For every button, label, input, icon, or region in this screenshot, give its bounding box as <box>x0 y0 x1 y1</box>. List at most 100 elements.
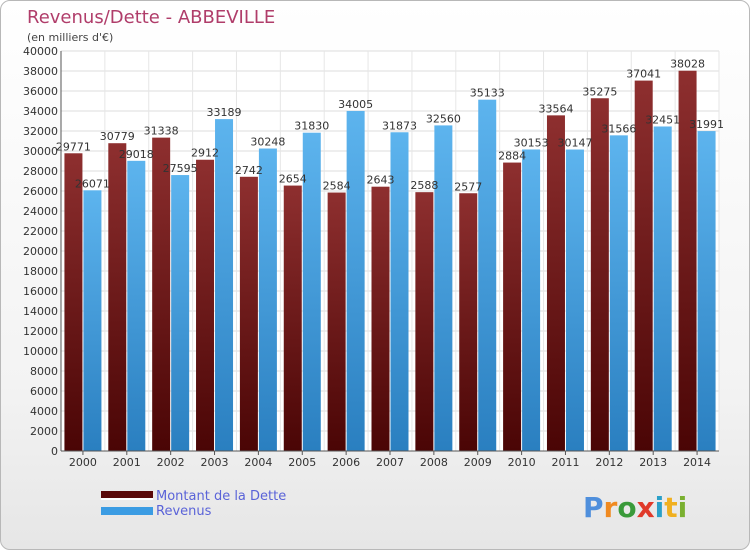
value-label-dette: 2588 <box>410 179 438 192</box>
x-tick-label: 2009 <box>464 456 492 469</box>
bar-dette <box>546 115 565 452</box>
value-label-dette: 37041 <box>626 68 661 81</box>
bar-dette <box>327 192 346 452</box>
value-label-revenus: 32451 <box>645 113 680 126</box>
axis-layer: 0 2000 4000 6000 8000 10000 12000 14000 16000 180… <box>23 45 719 469</box>
value-label-revenus: 33189 <box>207 106 242 119</box>
x-tick-label: 2004 <box>244 456 272 469</box>
y-tick-label: 40000 <box>23 45 58 58</box>
bar-dette <box>108 143 127 451</box>
y-tick-label: 26000 <box>23 185 58 198</box>
bar-dette <box>503 162 522 451</box>
legend-label-debt: Montant de la Dette <box>156 489 286 504</box>
value-label-dette: 38028 <box>670 58 705 71</box>
value-label-revenus: 31566 <box>601 122 636 135</box>
x-tick-label: 2003 <box>201 456 229 469</box>
x-tick-label: 2000 <box>69 456 97 469</box>
x-tick-label: 2001 <box>113 456 141 469</box>
value-label-revenus: 29018 <box>119 148 154 161</box>
y-tick-label: 28000 <box>23 165 58 178</box>
value-label-dette: 2643 <box>367 174 395 187</box>
bar-revenus <box>127 160 146 451</box>
value-label-dette: 2577 <box>454 180 482 193</box>
x-tick-label: 2005 <box>288 456 316 469</box>
chart-title: Revenus/Dette - ABBEVILLE <box>27 7 275 28</box>
value-label-dette: 30779 <box>100 130 135 143</box>
y-tick-label: 24000 <box>23 205 58 218</box>
bar-revenus <box>171 175 190 452</box>
value-label-dette: 2912 <box>191 147 219 160</box>
bar-dette <box>678 70 697 451</box>
grid-layer <box>60 50 720 452</box>
bar-dette <box>634 80 653 451</box>
bar-revenus <box>434 125 453 452</box>
y-tick-label: 18000 <box>23 265 58 278</box>
label-layer: 29771 26071 30779 29018 31338 27595 2912 33189 2… <box>56 58 724 194</box>
value-label-revenus: 26071 <box>75 177 110 190</box>
value-label-revenus: 34005 <box>338 98 373 111</box>
x-tick-label: 2010 <box>508 456 536 469</box>
bar-dette <box>283 185 302 451</box>
bar-dette <box>415 192 434 452</box>
y-tick-label: 16000 <box>23 285 58 298</box>
value-label-revenus: 31830 <box>294 120 329 133</box>
bar-revenus <box>83 190 102 452</box>
x-tick-label: 2008 <box>420 456 448 469</box>
value-label-revenus: 32560 <box>426 112 461 125</box>
bar-dette <box>239 176 258 452</box>
bar-revenus <box>215 119 234 452</box>
value-label-revenus: 35133 <box>470 87 505 100</box>
bar-revenus <box>522 149 541 451</box>
y-tick-label: 0 <box>51 445 58 458</box>
x-tick-label: 2013 <box>639 456 667 469</box>
svg-text:Proxiti: Proxiti <box>583 491 687 524</box>
x-tick-label: 2002 <box>157 456 185 469</box>
x-tick-label: 2012 <box>595 456 623 469</box>
legend-swatch-debt-highlight <box>101 498 153 500</box>
x-tick-label: 2007 <box>376 456 404 469</box>
bar-revenus <box>258 148 277 451</box>
y-tick-label: 2000 <box>30 425 58 438</box>
bar-revenus <box>302 132 321 451</box>
y-tick-label: 12000 <box>23 325 58 338</box>
value-label-revenus: 30153 <box>514 136 549 149</box>
bar-revenus <box>478 99 497 452</box>
value-label-dette: 2742 <box>235 164 263 177</box>
legend-swatch-revenus <box>101 507 153 515</box>
legend: Montant de la Dette Revenus <box>101 489 286 519</box>
bar-dette <box>590 98 609 451</box>
y-tick-label: 4000 <box>30 405 58 418</box>
bar-revenus <box>390 132 409 451</box>
bar-dette <box>459 193 478 451</box>
value-label-revenus: 31873 <box>382 119 417 132</box>
value-label-dette: 35275 <box>582 85 617 98</box>
value-label-revenus: 30147 <box>557 137 592 150</box>
value-label-revenus: 27595 <box>163 162 198 175</box>
value-label-revenus: 31991 <box>689 118 724 131</box>
proxiti-logo: Proxiti <box>583 491 687 524</box>
bar-dette <box>152 137 171 451</box>
bar-revenus <box>565 149 584 451</box>
value-label-dette: 31338 <box>144 125 179 138</box>
x-tick-label: 2006 <box>332 456 360 469</box>
y-tick-label: 38000 <box>23 65 58 78</box>
x-tick-label: 2014 <box>683 456 711 469</box>
y-tick-label: 32000 <box>23 125 58 138</box>
y-tick-label: 8000 <box>30 365 58 378</box>
y-tick-label: 34000 <box>23 105 58 118</box>
bar-revenus <box>346 110 365 451</box>
bar-layer <box>64 70 716 452</box>
value-label-revenus: 30248 <box>250 136 285 149</box>
value-label-dette: 2884 <box>498 150 526 163</box>
value-label-dette: 29771 <box>56 140 91 153</box>
y-tick-label: 20000 <box>23 245 58 258</box>
y-tick-label: 6000 <box>30 385 58 398</box>
y-tick-label: 10000 <box>23 345 58 358</box>
x-tick-label: 2011 <box>551 456 579 469</box>
bar-revenus <box>653 126 672 452</box>
y-tick-label: 30000 <box>23 145 58 158</box>
y-tick-label: 22000 <box>23 225 58 238</box>
bar-revenus <box>697 131 716 451</box>
